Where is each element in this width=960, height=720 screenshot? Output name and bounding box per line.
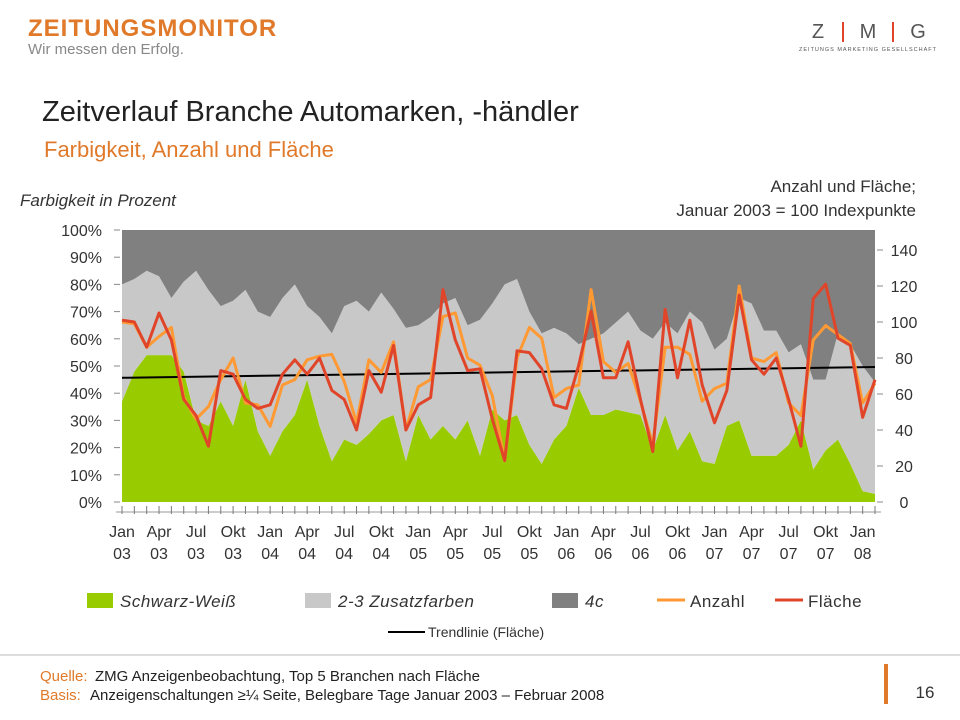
y-tick-label: 50% xyxy=(70,359,102,376)
basis: Anzeigenschaltungen ≥¼ Seite, Belegbare … xyxy=(90,687,604,704)
y-tick-label: 20% xyxy=(70,441,102,458)
zmg-letter: M xyxy=(860,21,877,43)
x-tick-label: Jan 03 xyxy=(109,524,135,563)
legend-label: Schwarz-Weiß xyxy=(120,592,236,611)
y2-axis-label: Anzahl und Fläche; xyxy=(770,177,916,196)
legend-swatch xyxy=(87,593,113,608)
area xyxy=(122,230,875,383)
y-tick-label: 0% xyxy=(79,495,102,512)
basis-label: Basis: xyxy=(40,687,81,704)
zmg-name: ZEITUNGS MARKETING GESELLSCHAFT xyxy=(799,47,937,53)
y-tick-label: 70% xyxy=(70,305,102,322)
y2-tick-label: 140 xyxy=(891,243,918,260)
x-tick-label: Okt 07 xyxy=(813,524,839,563)
y-tick-label: 30% xyxy=(70,413,102,430)
y2-tick-label: 60 xyxy=(895,387,913,404)
zmg-letter: Z xyxy=(812,21,824,43)
source-label: Quelle: xyxy=(40,668,88,685)
x-tick-label: Jul 06 xyxy=(630,524,651,563)
x-tick-label: Okt 04 xyxy=(368,524,394,563)
y-tick-label: 80% xyxy=(70,277,102,294)
source: ZMG Anzeigenbeobachtung, Top 5 Branchen … xyxy=(95,668,480,685)
x-tick-label: Okt 05 xyxy=(516,524,542,563)
legend-swatch xyxy=(305,593,331,608)
y-tick-label: 60% xyxy=(70,332,102,349)
brand: ZEITUNGSMONITOR xyxy=(28,15,277,42)
x-tick-label: Jan 04 xyxy=(257,524,284,563)
x-tick-label: Jul 04 xyxy=(333,524,355,563)
chart-subtitle: Farbigkeit, Anzahl und Fläche xyxy=(44,137,334,162)
area xyxy=(122,270,875,494)
x-tick-label: Apr 05 xyxy=(442,524,468,563)
x-tick-label: Apr 04 xyxy=(294,524,320,563)
x-tick-label: Okt 06 xyxy=(665,524,690,563)
legend-label: 2-3 Zusatzfarben xyxy=(337,592,475,611)
legend-swatch xyxy=(552,593,578,608)
y-tick-label: 90% xyxy=(70,250,102,267)
y-tick-label: 10% xyxy=(70,468,102,485)
y-tick-label: 100% xyxy=(61,223,102,240)
legend-label: 4c xyxy=(585,592,604,611)
x-tick-label: Jan 06 xyxy=(553,524,580,563)
x-tick-label: Okt 03 xyxy=(220,524,246,563)
y2-tick-label: 0 xyxy=(900,495,909,512)
legend-label: Fläche xyxy=(808,592,862,611)
x-tick-label: Jul 03 xyxy=(185,524,207,563)
accent-bar xyxy=(884,664,888,704)
y2-tick-label: 40 xyxy=(895,423,913,440)
trend-line xyxy=(121,366,876,379)
zmg-letter: G xyxy=(910,21,926,43)
x-tick-label: Jul 05 xyxy=(482,524,503,563)
y-axis-label: Farbigkeit in Prozent xyxy=(20,191,177,210)
legend-label: Trendlinie (Fläche) xyxy=(428,624,544,640)
chart-title: Zeitverlauf Branche Automarken, -händler xyxy=(42,96,579,128)
x-tick-label: Jul 07 xyxy=(778,524,799,563)
legend-label: Anzahl xyxy=(690,592,745,611)
y2-tick-label: 100 xyxy=(891,315,918,332)
x-tick-label: Jan 05 xyxy=(405,524,432,563)
x-tick-label: Apr 03 xyxy=(146,524,172,563)
y2-tick-label: 80 xyxy=(895,351,913,368)
y2-axis-label: Januar 2003 = 100 Indexpunkte xyxy=(676,201,916,220)
x-tick-label: Apr 06 xyxy=(590,524,616,563)
x-tick-label: Jan 07 xyxy=(701,524,728,563)
y-tick-label: 40% xyxy=(70,386,102,403)
y2-tick-label: 20 xyxy=(895,459,913,476)
line xyxy=(121,282,877,463)
slogan: Wir messen den Erfolg. xyxy=(28,41,184,58)
y2-tick-label: 120 xyxy=(891,279,918,296)
x-tick-label: Jan 08 xyxy=(849,524,876,563)
page-number: 16 xyxy=(916,683,935,702)
x-tick-label: Apr 07 xyxy=(739,524,764,563)
